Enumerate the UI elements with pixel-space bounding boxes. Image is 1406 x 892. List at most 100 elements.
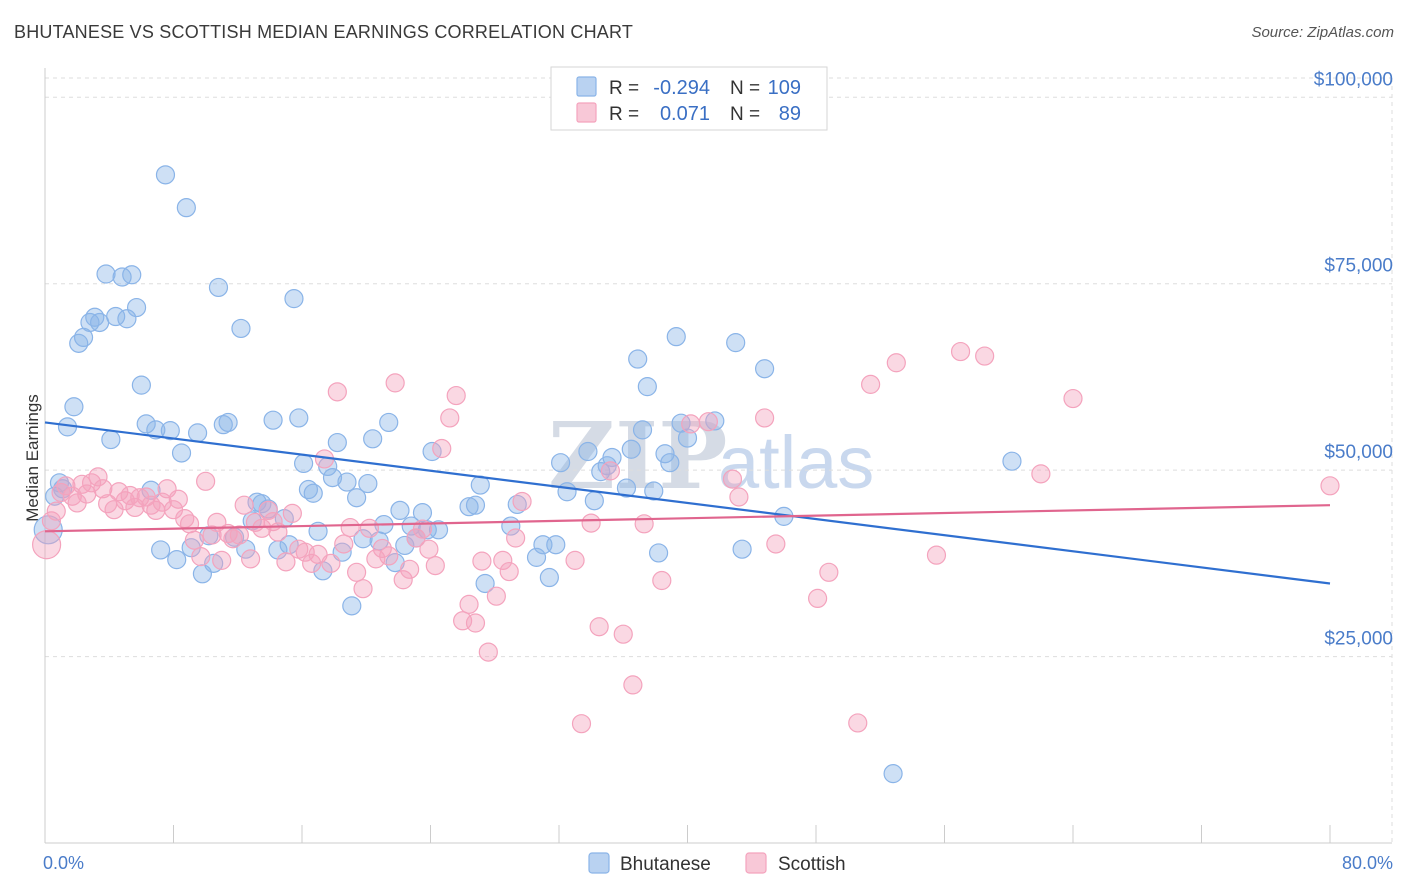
scottish-point	[848, 713, 868, 733]
scottish-point	[191, 547, 211, 567]
scottish-point	[729, 487, 749, 507]
bhutanese-point	[322, 468, 343, 488]
bhutanese-point	[578, 441, 598, 462]
scottish-point	[46, 501, 66, 521]
scottish-point	[385, 373, 405, 393]
bhutanese-point	[358, 473, 378, 494]
bhutanese-point	[231, 318, 251, 339]
scottish-trend-line	[44, 504, 1331, 533]
scottish-point	[819, 562, 839, 582]
bhutanese-point	[428, 520, 449, 540]
bhutanese-point	[101, 429, 121, 450]
bhutanese-point	[637, 377, 657, 397]
scottish-point	[234, 495, 254, 515]
bhutanese-point	[187, 423, 208, 443]
bhutanese-point	[303, 483, 323, 503]
y-tick-label: $75,000	[1324, 256, 1393, 277]
bhutanese-point	[584, 491, 604, 511]
bhutanese-point	[171, 443, 192, 463]
scottish-point	[353, 579, 373, 599]
y-tick-label: $25,000	[1324, 629, 1393, 650]
stat-n-label-scottish: N =	[730, 104, 760, 125]
bhutanese-point	[353, 529, 373, 549]
scottish-point	[179, 514, 200, 534]
bhutanese-trend-line	[44, 421, 1331, 585]
bhutanese-point	[64, 397, 84, 417]
bhutanese-point	[284, 289, 304, 309]
bhutanese-point	[347, 488, 367, 508]
bhutanese-point	[160, 421, 180, 441]
scottish-point	[440, 408, 460, 428]
scottish-point	[565, 550, 585, 570]
bhutanese-point	[167, 550, 187, 570]
scottish-point	[372, 538, 392, 559]
trend-lines	[44, 421, 1331, 585]
stat-swatch-scottish	[576, 102, 597, 123]
scottish-point	[41, 511, 62, 531]
bhutanese-point	[155, 165, 176, 185]
scottish-point	[613, 624, 633, 644]
stat-r-bhutanese: -0.294	[653, 77, 710, 99]
stat-n-scottish: 89	[779, 103, 801, 125]
bhutanese-point	[122, 265, 142, 285]
bhutanese-point	[883, 764, 903, 784]
scottish-point	[722, 469, 743, 489]
bhutanese-point	[616, 478, 637, 498]
scottish-point	[478, 642, 498, 662]
scottish-point	[425, 555, 445, 576]
scottish-point	[926, 545, 947, 565]
bhutanese-point	[218, 412, 238, 433]
bhutanese-point	[176, 198, 196, 218]
bhutanese-point	[363, 429, 383, 449]
scottish-point	[975, 346, 995, 366]
bhutanese-point	[546, 535, 566, 555]
scottish-point	[258, 500, 278, 521]
scottish-point	[327, 382, 347, 402]
scottish-point	[359, 518, 380, 538]
bhutanese-point	[557, 482, 577, 502]
bhutanese-point	[337, 472, 357, 492]
bhutanese-point	[551, 453, 571, 473]
bhutanese-point	[459, 497, 479, 517]
bhutanese-point	[289, 408, 309, 428]
bhutanese-point	[526, 547, 547, 567]
scottish-point	[32, 530, 62, 560]
stat-swatch-bhutanese	[576, 76, 597, 97]
scottish-point	[212, 550, 232, 570]
bhutanese-point	[1002, 451, 1022, 471]
scottish-point	[321, 553, 341, 573]
bhutanese-point	[126, 297, 147, 318]
scottish-point	[486, 586, 506, 606]
stat-r-label-bhutanese: R =	[609, 78, 639, 99]
scottish-point	[861, 374, 881, 394]
y-axis-label: Median Earnings	[23, 394, 42, 522]
bhutanese-point	[294, 453, 314, 474]
scottish-point	[571, 714, 592, 734]
legend-label-scottish: Scottish	[778, 854, 846, 875]
scottish-point	[168, 489, 188, 509]
scottish-point	[652, 570, 672, 591]
y-tick-label: $50,000	[1324, 442, 1393, 463]
bhutanese-point	[465, 495, 486, 515]
bhutanese-point	[648, 543, 669, 563]
scottish-point	[459, 594, 479, 614]
scottish-point	[184, 530, 204, 550]
x-tick-labels: 0.0% 80.0%	[43, 853, 1393, 873]
scottish-point	[252, 518, 272, 538]
scottish-point	[512, 491, 532, 512]
scottish-point	[808, 588, 828, 609]
scottish-point	[56, 476, 76, 496]
bhutanese-point	[539, 567, 559, 588]
scottish-point	[634, 514, 654, 534]
scottish-point	[754, 408, 775, 428]
bhutanese-point	[754, 359, 775, 379]
scottish-point	[379, 546, 399, 566]
bhutanese-point	[475, 573, 495, 594]
scottish-point	[241, 549, 261, 569]
bhutanese-point	[705, 411, 725, 431]
scottish-point	[202, 525, 222, 545]
chart-source: Source: ZipAtlas.com	[1251, 24, 1394, 41]
bhutanese-point	[90, 312, 110, 333]
legend-swatch-scottish	[745, 852, 767, 874]
stat-n-label-bhutanese: N =	[730, 78, 760, 99]
